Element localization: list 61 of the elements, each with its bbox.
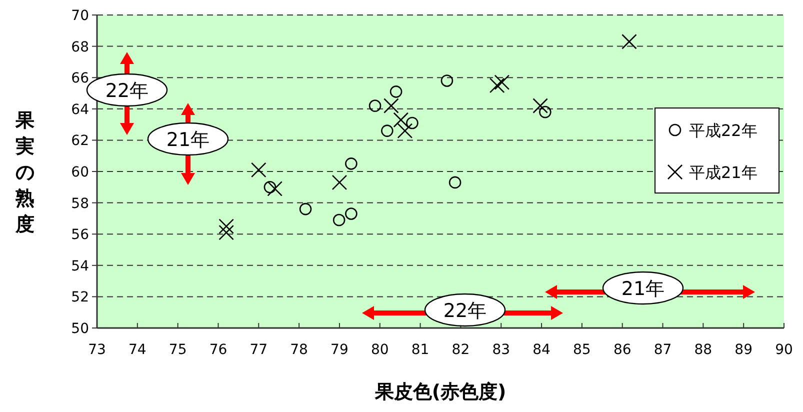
y-tick-label: 70 [71,8,89,24]
y-tick-label: 66 [71,70,90,87]
annotation: 22年 [105,80,149,102]
point [381,124,394,137]
annotation: 21年 [621,278,665,300]
point [406,116,418,130]
x-tick-label: 90 [775,342,793,358]
x-tick-label: 77 [250,342,268,358]
point [384,98,399,114]
point [622,34,637,50]
x-tick-label: 80 [370,342,389,358]
annotation: 21年 [166,129,210,151]
y-tick-label: 62 [71,133,89,150]
point [345,208,358,220]
x-tick-label: 78 [290,342,308,358]
x-tick-label: 87 [654,342,672,358]
point [218,224,234,240]
y-tick-label: 56 [71,227,90,244]
y-tick-label: 54 [71,258,90,274]
x-tick-label: 81 [411,342,430,358]
y-tick-label: 52 [71,290,89,306]
point [397,123,413,138]
x-tick-label: 85 [573,342,591,358]
legend-label: 平成22年 [689,121,758,140]
point [448,176,462,189]
x-tick-label: 84 [532,342,551,358]
point [489,78,505,94]
x-tick-label: 86 [613,342,632,358]
point [539,106,552,118]
point [250,162,266,178]
point [332,174,348,190]
x-tick-label: 89 [734,342,752,358]
x-tick-label: 83 [492,342,510,358]
y-tick-label: 58 [71,196,89,212]
point [368,100,382,112]
x-tick-label: 75 [168,342,187,358]
point [532,98,548,114]
x-axis-title: 果皮色(赤色度) [374,381,506,403]
y-tick-label: 60 [71,164,89,180]
point [218,218,234,234]
x-tick-label: 88 [694,342,712,358]
x-tick-label: 76 [209,342,228,358]
y-tick-label: 68 [71,39,89,56]
x-tick-label: 79 [330,342,348,358]
point [345,158,358,170]
point [299,202,312,216]
y-tick-label: 50 [71,321,89,337]
legend-label: 平成21年 [689,163,758,182]
annotation: 22年 [443,300,487,322]
y-tick-label: 64 [71,102,90,118]
x-tick-label: 74 [128,342,146,358]
y-axis-title: 果実の熟度 [14,110,36,236]
point [393,112,409,128]
point [264,181,276,194]
point [494,74,510,90]
x-tick-label: 73 [88,342,106,358]
x-tick-label: 82 [452,342,470,358]
point [332,214,346,226]
point [440,74,454,87]
point [390,86,402,98]
point [267,181,282,196]
